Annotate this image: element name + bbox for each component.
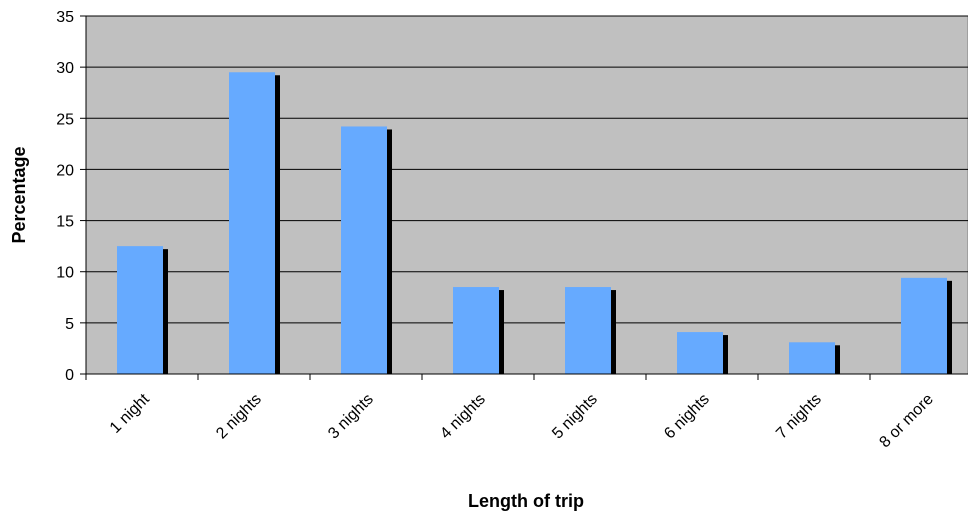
bar-shadow (163, 249, 168, 374)
y-tick-label: 20 (56, 162, 74, 179)
bar (453, 287, 499, 374)
bar-shadow (275, 75, 280, 374)
y-tick-label: 5 (65, 316, 74, 333)
y-tick-label: 30 (56, 60, 74, 77)
x-axis: 1 night 2 nights 3 nights 4 nights 5 nights 6… (85, 373, 968, 452)
x-tick-label: 4 nights (437, 391, 489, 443)
bar (901, 277, 947, 374)
y-axis-title: Percentage (9, 146, 29, 243)
x-tick-label: 5 nights (549, 391, 601, 443)
x-axis-title: Length of trip (468, 491, 584, 511)
bar-shadow (387, 129, 392, 374)
plot-area (85, 15, 968, 375)
bar-shadow (947, 280, 952, 374)
y-tick-label: 15 (56, 214, 74, 231)
bar (789, 342, 835, 374)
bar (677, 332, 723, 374)
x-tick-label: 1 night (107, 390, 153, 436)
bar (341, 126, 387, 375)
x-tick-label: 8 or more (876, 391, 937, 452)
bar (117, 246, 163, 374)
bar-shadow (835, 345, 840, 374)
x-tick-label: 7 nights (773, 391, 825, 443)
y-tick-label: 35 (56, 9, 74, 26)
y-tick-label: 0 (65, 367, 74, 384)
x-tick-label: 2 nights (213, 391, 265, 443)
y-tick-label: 10 (56, 265, 74, 282)
y-axis: 0 5 10 15 20 25 30 35 (56, 9, 87, 384)
bars (117, 72, 952, 375)
bar-shadow (723, 335, 728, 374)
y-tick-label: 25 (56, 111, 74, 128)
bar (565, 287, 611, 374)
x-tick-label: 6 nights (661, 391, 713, 443)
bar (229, 72, 275, 374)
x-tick-label: 3 nights (325, 391, 377, 443)
bar-shadow (611, 290, 616, 374)
bar-shadow (499, 290, 504, 374)
